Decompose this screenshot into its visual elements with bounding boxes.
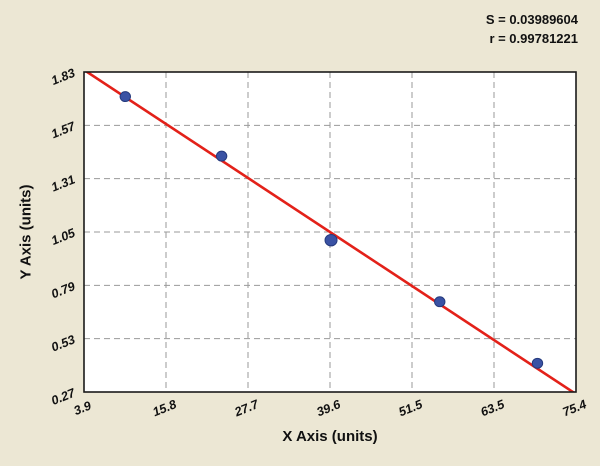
x-tick-label: 39.6 xyxy=(315,397,344,419)
data-point xyxy=(531,357,544,369)
data-point xyxy=(324,234,338,247)
data-point xyxy=(119,91,131,103)
y-tick-label: 1.05 xyxy=(49,225,78,247)
y-tick-label: 0.53 xyxy=(49,332,77,354)
x-tick-label: 63.5 xyxy=(479,397,508,419)
data-point xyxy=(215,150,228,162)
x-tick-label: 15.8 xyxy=(151,397,179,419)
x-tick-label: 51.5 xyxy=(397,397,426,419)
x-tick-label: 27.7 xyxy=(232,397,262,420)
data-point xyxy=(434,296,446,308)
plot-border xyxy=(83,71,577,393)
x-axis-title: X Axis (units) xyxy=(282,428,378,445)
y-tick-label: 0.79 xyxy=(49,279,77,301)
x-tick-label: 75.4 xyxy=(561,397,589,419)
x-tick-label: 3.9 xyxy=(72,399,93,419)
y-tick-label: 1.83 xyxy=(49,66,77,88)
stat-r-value: r = 0.99781221 xyxy=(489,31,578,46)
stat-s-value: S = 0.03989604 xyxy=(485,12,578,27)
y-tick-label: 1.31 xyxy=(49,172,77,194)
fit-stats: S = 0.03989604 r = 0.99781221 xyxy=(486,10,578,48)
y-tick-label: 1.57 xyxy=(49,119,78,141)
regression-line xyxy=(84,72,576,392)
